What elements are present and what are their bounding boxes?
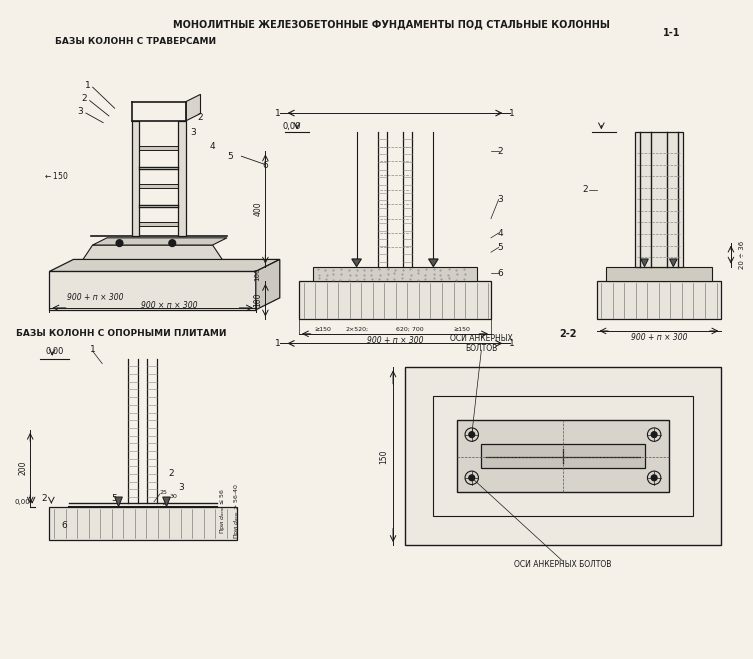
Text: 3: 3 [498,195,504,204]
Circle shape [469,432,474,438]
Text: 620; 700: 620; 700 [395,326,423,331]
Text: 1-1: 1-1 [663,28,680,38]
Polygon shape [428,259,438,267]
Polygon shape [186,94,200,121]
Text: 150: 150 [379,449,388,464]
Text: 2-2: 2-2 [559,329,577,339]
Bar [481,444,645,468]
Text: ОСИ АНКЕРНЫХ БОЛТОВ: ОСИ АНКЕРНЫХ БОЛТОВ [514,559,611,569]
Bar [635,132,683,267]
Polygon shape [352,259,361,267]
Text: 1: 1 [509,109,515,117]
Text: ОСИ АНКЕРНЫХ: ОСИ АНКЕРНЫХ [450,334,513,343]
Polygon shape [132,223,186,226]
Bar [457,420,669,492]
Circle shape [651,475,657,480]
Text: 2: 2 [197,113,203,123]
Text: 2: 2 [582,185,588,194]
Polygon shape [114,497,123,507]
Text: 400: 400 [253,202,262,216]
Text: 900 + п × 300: 900 + п × 300 [631,333,687,342]
Text: БАЗЫ КОЛОНН С ТРАВЕРСАМИ: БАЗЫ КОЛОНН С ТРАВЕРСАМИ [55,36,216,45]
Text: 3: 3 [78,107,83,115]
Text: 6: 6 [263,161,268,170]
Bar [596,281,721,320]
Polygon shape [163,497,170,507]
Text: 2: 2 [42,494,47,503]
Bar [434,396,693,516]
Text: При $d_{анк}$ > 56-40: При $d_{анк}$ > 56-40 [232,484,241,539]
Text: 100: 100 [253,293,262,308]
Circle shape [651,432,657,438]
Text: 30: 30 [169,494,177,500]
Text: 1: 1 [509,339,515,348]
Polygon shape [132,121,139,236]
Text: 900 + п × 300: 900 + п × 300 [67,293,123,302]
Text: При $d_{анк}$ ≤ 56: При $d_{анк}$ ≤ 56 [218,488,227,534]
Polygon shape [178,121,186,236]
Text: 4: 4 [498,229,503,237]
Text: 6: 6 [498,269,504,278]
Circle shape [469,475,474,480]
Text: 2: 2 [169,469,174,478]
Polygon shape [641,259,648,267]
Text: 2: 2 [498,147,503,156]
Polygon shape [50,272,256,310]
Polygon shape [669,259,677,267]
Text: 1: 1 [85,80,90,90]
Bar [606,267,712,281]
Text: ≥150: ≥150 [315,326,331,331]
Text: 3: 3 [178,483,184,492]
Polygon shape [132,146,186,150]
Bar [313,267,477,281]
Text: 0,00: 0,00 [45,347,63,356]
Text: 100: 100 [255,268,261,281]
Bar [299,281,491,320]
Polygon shape [93,238,227,245]
Text: 900 + п × 300: 900 + п × 300 [367,336,423,345]
Text: БАЗЫ КОЛОНН С ОПОРНЫМИ ПЛИТАМИ: БАЗЫ КОЛОНН С ОПОРНЫМИ ПЛИТАМИ [16,330,227,338]
Bar [404,368,721,545]
Circle shape [169,240,175,246]
Text: $\leftarrow$150: $\leftarrow$150 [44,170,69,181]
Text: 6: 6 [61,521,67,530]
Text: 200: 200 [18,461,27,475]
Text: 3: 3 [191,128,197,137]
Text: 900 × п × 300: 900 × п × 300 [141,301,197,310]
Text: 1: 1 [275,109,281,117]
Text: 5: 5 [498,243,504,252]
Text: МОНОЛИТНЫЕ ЖЕЛЕЗОБЕТОННЫЕ ФУНДАМЕНТЫ ПОД СТАЛЬНЫЕ КОЛОННЫ: МОНОЛИТНЫЕ ЖЕЛЕЗОБЕТОННЫЕ ФУНДАМЕНТЫ ПОД… [172,20,610,30]
Text: 20 ÷ 36: 20 ÷ 36 [739,241,745,270]
Text: 1: 1 [90,345,96,354]
Bar [50,507,236,540]
Text: 5: 5 [227,152,233,161]
Text: 5: 5 [111,494,117,503]
Text: ≥150: ≥150 [454,326,471,331]
Polygon shape [83,245,222,260]
Polygon shape [256,260,280,310]
Text: 2: 2 [81,94,87,103]
Circle shape [116,240,123,246]
Text: 2×520;: 2×520; [345,326,368,331]
Polygon shape [50,260,280,272]
Text: 0,00: 0,00 [282,122,300,131]
Text: БОЛТОВ: БОЛТОВ [465,344,498,353]
Text: 4: 4 [210,142,215,151]
Text: 1: 1 [275,339,281,348]
Polygon shape [132,184,186,188]
Text: 25: 25 [160,490,168,495]
Text: 0,00: 0,00 [14,499,30,505]
